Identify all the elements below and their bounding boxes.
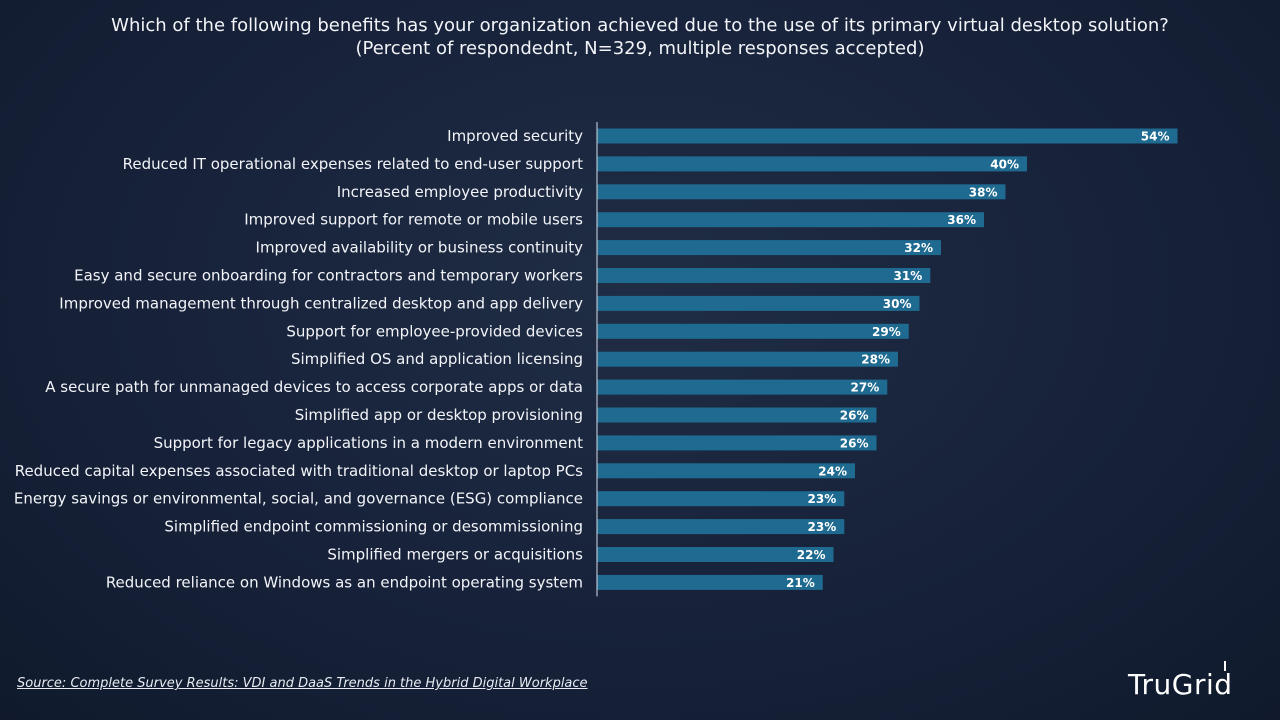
chart-title-line-1: Which of the following benefits has your… [111, 15, 1169, 36]
data-label: 32% [904, 241, 933, 255]
category-label: Easy and secure onboarding for contracto… [74, 267, 583, 285]
bar [597, 407, 877, 423]
bar [597, 435, 877, 451]
bar [597, 156, 1027, 172]
data-label: 24% [818, 464, 847, 478]
category-label: Improved support for remote or mobile us… [244, 211, 583, 229]
bar [597, 268, 931, 283]
bar [597, 519, 845, 535]
chart-title: Which of the following benefits has your… [0, 14, 1280, 60]
category-label: Increased employee productivity [337, 183, 583, 201]
category-label: Energy savings or environmental, social,… [14, 490, 583, 508]
category-label: A secure path for unmanaged devices to a… [45, 378, 583, 396]
data-label: 30% [883, 297, 912, 311]
bar [597, 547, 834, 562]
brand-name: TruGrid [1128, 668, 1233, 701]
bar [597, 574, 823, 590]
bar [597, 184, 1006, 200]
bar [597, 212, 984, 228]
data-label: 38% [969, 185, 998, 199]
brand-logo: TruGrid [1128, 660, 1253, 702]
bar [597, 351, 898, 367]
category-label: Support for legacy applications in a mod… [154, 434, 584, 452]
bar [597, 295, 920, 311]
category-label: Simplified endpoint commissioning or des… [164, 518, 583, 536]
data-label: 22% [797, 548, 826, 562]
data-label: 54% [1141, 130, 1170, 144]
bar [597, 240, 941, 256]
category-label: Improved availability or business contin… [256, 239, 584, 257]
category-label: Reduced capital expenses associated with… [15, 462, 583, 480]
data-label: 31% [894, 269, 923, 283]
bar [597, 379, 888, 395]
category-label: Improved security [447, 127, 583, 145]
chart-subtitle: (Percent of respondednt, N=329, multiple… [355, 38, 925, 59]
category-label: Improved management through centralized … [59, 294, 583, 312]
data-label: 26% [840, 436, 869, 450]
logo-tick-icon [1224, 661, 1226, 671]
category-label: Reduced reliance on Windows as an endpoi… [106, 573, 583, 591]
bar [597, 323, 909, 339]
data-label: 26% [840, 409, 869, 423]
category-label: Support for employee-provided devices [286, 322, 583, 340]
data-label: 28% [861, 353, 890, 367]
category-label: Simplified app or desktop provisioning [295, 406, 583, 424]
data-label: 29% [872, 325, 901, 339]
data-label: 23% [808, 520, 837, 534]
category-label: Simplified mergers or acquisitions [327, 546, 583, 564]
data-label: 21% [786, 576, 815, 590]
bar [597, 128, 1178, 144]
data-label: 27% [851, 381, 880, 395]
data-label: 40% [990, 157, 1019, 171]
category-label: Reduced IT operational expenses related … [123, 155, 584, 173]
source-link[interactable]: Source: Complete Survey Results: VDI and… [17, 676, 588, 691]
bar [597, 463, 855, 479]
data-label: 23% [808, 492, 837, 506]
bar [597, 491, 845, 507]
category-label: Simplified OS and application licensing [291, 350, 583, 368]
data-label: 36% [947, 213, 976, 227]
